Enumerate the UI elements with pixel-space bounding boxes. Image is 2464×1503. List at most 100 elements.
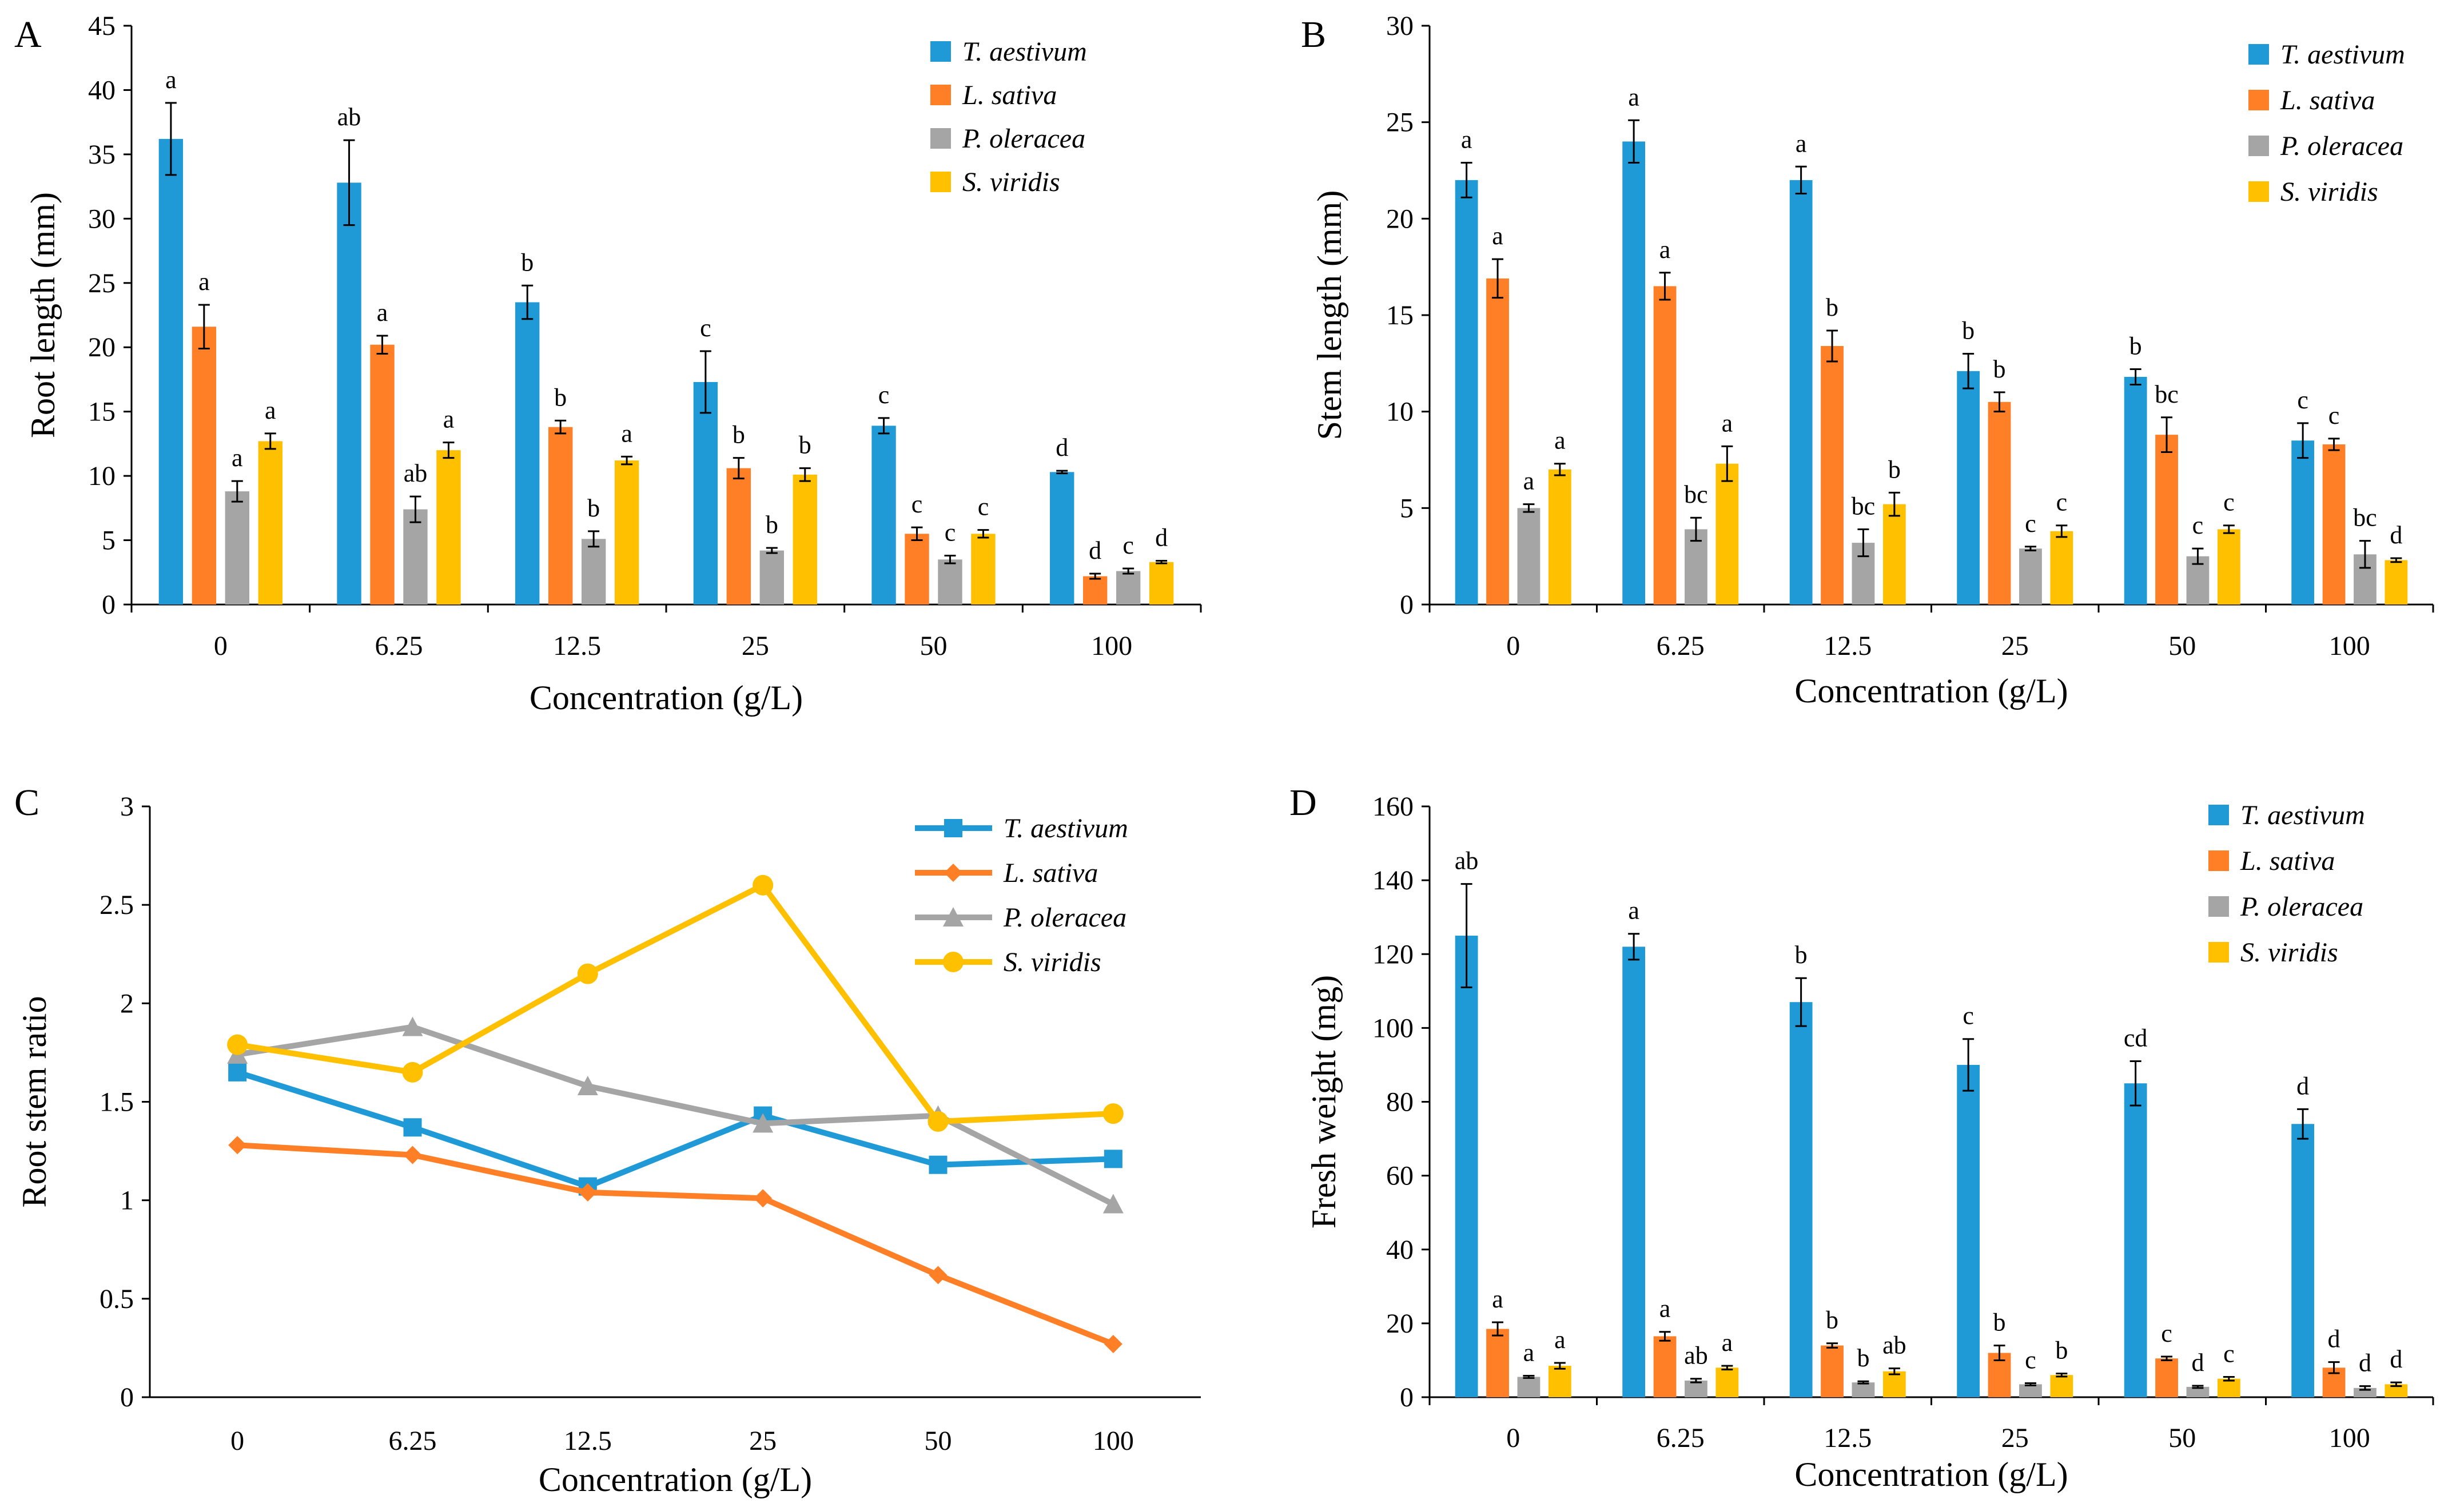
error-bar [2359, 540, 2371, 569]
error-bar [2297, 422, 2309, 459]
legend-label: T. aestivum [2240, 800, 2365, 830]
bar [225, 491, 250, 605]
data-point [754, 1189, 773, 1208]
y-tick-label: 0 [1400, 590, 1414, 620]
bar [1455, 180, 1478, 605]
significance-letter: c [2328, 401, 2340, 430]
significance-letter: b [1857, 1344, 1869, 1372]
legend-marker [943, 952, 964, 972]
bar [1622, 141, 1646, 605]
legend-swatch [2208, 805, 2229, 825]
error-bar [376, 335, 388, 355]
significance-letter: a [1523, 1339, 1535, 1367]
significance-letter: ab [1455, 847, 1479, 875]
significance-letter: b [1993, 1309, 2006, 1337]
bar [1486, 1329, 1509, 1397]
error-bar [911, 526, 923, 542]
significance-letter: a [1554, 427, 1566, 455]
bar [2124, 1083, 2147, 1397]
y-tick-label: 25 [1386, 108, 1414, 138]
error-bar [2161, 416, 2173, 454]
error-bar [2024, 546, 2036, 552]
significance-letter: a [1461, 126, 1472, 154]
error-bar [1993, 1345, 2005, 1361]
significance-letter: b [1888, 455, 1901, 483]
y-tick-label: 20 [1386, 204, 1414, 234]
significance-letter: a [377, 299, 388, 327]
significance-letter: a [198, 268, 210, 296]
legend-swatch [2248, 181, 2269, 202]
y-tick-label: 2 [120, 988, 134, 1019]
significance-letter: b [1826, 293, 1838, 321]
x-tick-label: 25 [2001, 1423, 2029, 1453]
significance-letter: a [1659, 1295, 1671, 1323]
bar [2385, 560, 2408, 605]
y-tick-label: 160 [1372, 792, 1414, 822]
series-0 [228, 1063, 1122, 1196]
bar [726, 468, 751, 605]
data-point [228, 1063, 247, 1081]
y-tick-label: 5 [1400, 493, 1414, 523]
error-bar [1826, 329, 1838, 363]
error-bar [2129, 368, 2141, 385]
significance-letter: a [265, 396, 276, 424]
bar [1789, 1002, 1813, 1397]
data-point [1104, 1335, 1122, 1354]
legend-label: T. aestivum [962, 37, 1087, 67]
legend-swatch [2208, 942, 2229, 963]
significance-letter: a [165, 66, 177, 94]
significance-letter: c [2223, 1339, 2235, 1367]
legend-label: P. oleracea [2240, 892, 2363, 922]
legend-label: S. viridis [2280, 177, 2378, 207]
bar [1988, 401, 2011, 605]
series-1 [228, 1136, 1122, 1354]
panel-b: B 0 5 10 15 20 25 30 0 6.25 12.5 25 50 100 Concentrati… [1301, 11, 2434, 710]
x-axis-title: Concentration (g/L) [1794, 1456, 2068, 1493]
bar [905, 534, 929, 605]
panel-d: D 0 20 40 60 80 100 120 140 160 0 6.25 12.5 25 50 100 Co… [1289, 782, 2434, 1493]
y-tick-label: 5 [102, 526, 116, 556]
x-tick-label: 50 [925, 1426, 952, 1456]
error-bar [1857, 528, 1869, 558]
significance-letter: c [2056, 488, 2068, 516]
error-bar [1156, 560, 1168, 564]
x-tick-label: 6.25 [1657, 1423, 1705, 1453]
y-tick-label: 3 [120, 792, 134, 822]
error-bar [2192, 1385, 2204, 1389]
panel-letter: C [14, 782, 39, 824]
bar [2322, 444, 2346, 605]
series-line [236, 1069, 1114, 1190]
panel-letter: A [14, 14, 42, 55]
panel-a: A 0 5 10 15 20 25 30 35 40 45 0 6.25 12.5 25 50 100 Conce… [14, 11, 1202, 717]
error-bar [264, 432, 276, 450]
y-tick-label: 30 [88, 204, 116, 234]
data-point [1104, 1150, 1122, 1168]
bar [2385, 1384, 2408, 1397]
significance-letter: bc [1684, 480, 1708, 508]
y-tick-label: 0 [102, 590, 116, 620]
error-bar [1690, 516, 1702, 542]
x-tick-label: 100 [1091, 631, 1132, 661]
bar [614, 460, 639, 605]
legend-label: L. sativa [962, 80, 1057, 110]
error-bar [2129, 1060, 2141, 1107]
legend-label: L. sativa [1003, 858, 1098, 888]
data-point [227, 1034, 248, 1055]
error-bar [1628, 933, 1640, 961]
significance-letter: c [2192, 511, 2204, 539]
bar [1517, 508, 1541, 605]
error-bar [1857, 1380, 1869, 1385]
error-bar [1089, 572, 1101, 580]
bar [1149, 562, 1174, 605]
bar [515, 302, 540, 605]
y-tick-label: 15 [88, 397, 116, 427]
bar [1653, 286, 1677, 605]
significance-letter: c [978, 493, 989, 521]
y-tick-label: 120 [1372, 939, 1414, 969]
significance-letter: c [2161, 1319, 2172, 1347]
bar [1957, 371, 1980, 605]
error-bar [1554, 1362, 1566, 1370]
bar [1622, 947, 1646, 1397]
legend-swatch [930, 85, 951, 105]
